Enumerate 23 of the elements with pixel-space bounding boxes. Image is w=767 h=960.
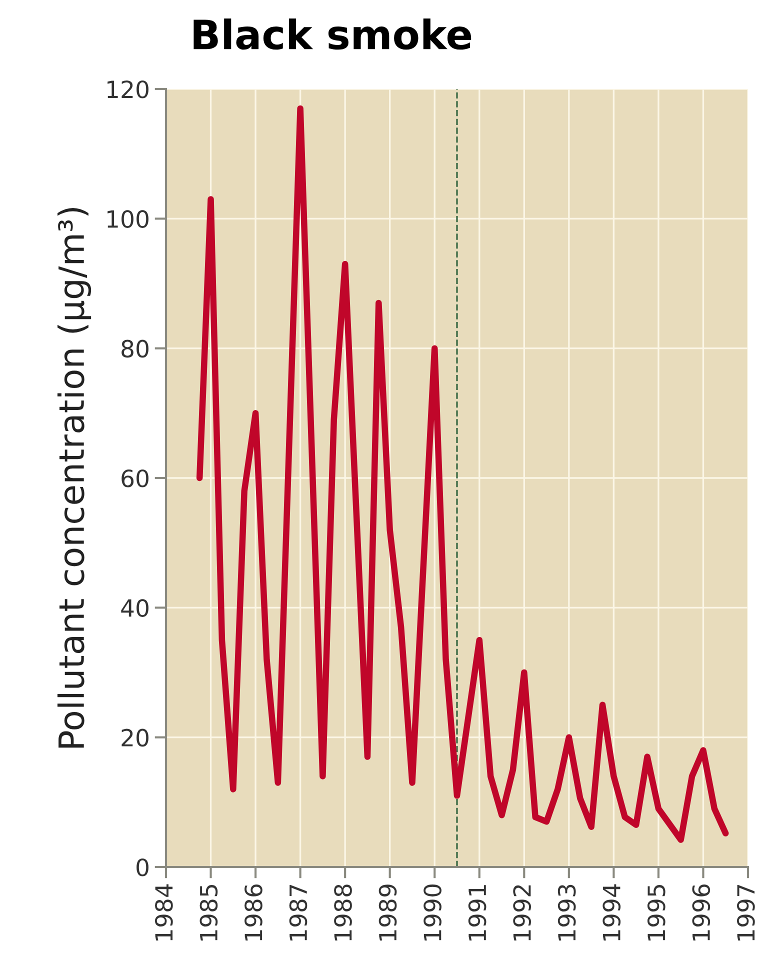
y-tick-label: 60 <box>122 469 148 488</box>
x-tick-label: 1993 <box>558 884 576 940</box>
y-tick-label: 100 <box>108 210 148 228</box>
x-tick-label: 1991 <box>468 885 486 940</box>
x-tick-label: 1994 <box>602 884 621 940</box>
x-tick-label: 1988 <box>334 884 352 940</box>
chart-title: Black smoke <box>194 18 472 50</box>
y-tick-label: 20 <box>122 728 148 747</box>
x-tick-label: 1989 <box>378 884 397 940</box>
x-tick-label: 1987 <box>289 884 308 940</box>
y-tick-label: 0 <box>136 858 148 876</box>
x-tick-label: 1986 <box>244 884 262 940</box>
y-tick-label: 40 <box>121 599 148 617</box>
x-tick-label: 1985 <box>200 885 218 940</box>
x-tick-label: 1984 <box>154 884 173 940</box>
y-axis-title: Pollutant concentration (µg/m³) <box>57 208 92 748</box>
x-tick-label: 1996 <box>692 884 710 940</box>
y-tick-label: 80 <box>122 340 148 358</box>
x-tick-label: 1990 <box>424 884 442 940</box>
y-tick-label: 120 <box>108 80 148 98</box>
x-tick-label: 1997 <box>736 884 755 940</box>
x-tick-label: 1992 <box>513 885 532 940</box>
x-tick-label: 1995 <box>647 885 666 940</box>
